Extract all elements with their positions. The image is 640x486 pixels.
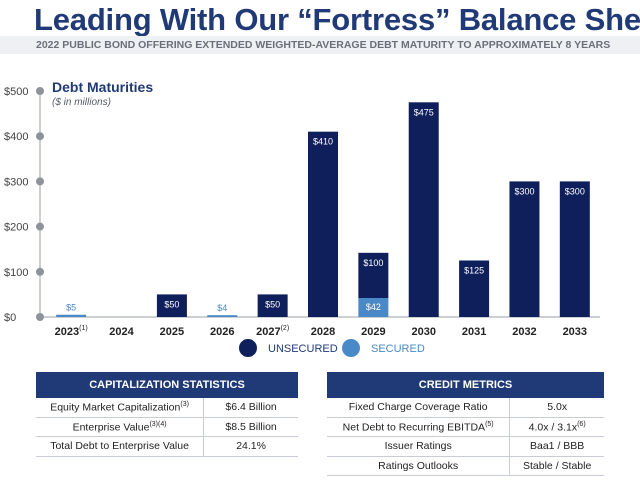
bar-secured-2029 <box>358 298 389 317</box>
y-tick-label: $500 <box>4 86 28 98</box>
x-tick-label-2025: 2025 <box>160 326 184 338</box>
credit-value-footnote-ref: (6) <box>577 420 586 428</box>
capitalization-value-text: $6.4 Billion <box>225 401 277 414</box>
capitalization-table: CAPITALIZATION STATISTICS Equity Market … <box>36 372 298 457</box>
credit-value-text: 4.0x / 3.1x <box>528 421 578 433</box>
y-tick-dot <box>36 267 44 276</box>
bar-secured-2023 <box>56 314 87 317</box>
y-tick-label: $200 <box>4 222 28 234</box>
x-tick-label-2029: 2029 <box>361 326 385 338</box>
credit-metrics-table: CREDIT METRICS Fixed Charge Coverage Rat… <box>327 372 604 476</box>
x-tick-superscript: (2) <box>281 325 290 332</box>
credit-label-text: Fixed Charge Coverage Ratio <box>348 401 488 414</box>
credit-row-value: 4.0x / 3.1x(6) <box>509 417 604 437</box>
credit-row: Net Debt to Recurring EBITDA(5) 4.0x / 3.… <box>327 417 604 437</box>
x-tick-label-2030: 2030 <box>411 326 435 338</box>
credit-value-text: 5.0x <box>547 401 568 414</box>
capitalization-row: Total Debt to Enterprise Value 24.1% <box>36 436 298 457</box>
data-label-unsecured-2027: $50 <box>265 299 280 309</box>
y-tick-dot <box>36 313 44 321</box>
page-subtitle: 2022 PUBLIC BOND OFFERING EXTENDED WEIGH… <box>0 36 640 54</box>
x-tick-label-2028: 2028 <box>311 326 335 338</box>
y-tick-label: $300 <box>4 176 28 188</box>
capitalization-value-text: 24.1% <box>236 440 266 453</box>
bar-unsecured-2029 <box>358 252 389 299</box>
x-tick-label-2031: 2031 <box>462 326 486 338</box>
data-label-unsecured-2029: $100 <box>363 258 383 268</box>
x-tick-label-2026: 2026 <box>210 326 234 338</box>
credit-value-text: Baa1 / BBB <box>530 440 585 453</box>
y-tick-label: $100 <box>4 267 28 279</box>
bar-unsecured-2027 <box>257 294 288 317</box>
data-label-unsecured-2030: $475 <box>414 107 434 117</box>
credit-row-label: Fixed Charge Coverage Ratio <box>327 398 511 418</box>
credit-footnote-ref: (5) <box>485 420 494 428</box>
bar-secured-2026 <box>207 315 238 317</box>
data-label-unsecured-2031: $125 <box>464 266 484 276</box>
credit-title: CREDIT METRICS <box>327 372 604 398</box>
bar-unsecured-2028 <box>308 131 338 317</box>
data-label-unsecured-2032: $300 <box>514 186 534 196</box>
credit-label-text: Issuer Ratings <box>384 440 452 453</box>
capitalization-row: Enterprise Value(3)(4) $8.5 Billion <box>36 417 298 437</box>
credit-row-value: 5.0x <box>509 398 604 418</box>
capitalization-row-label: Enterprise Value(3)(4) <box>36 417 205 437</box>
credit-row: Issuer Ratings Baa1 / BBB <box>327 436 604 457</box>
y-tick-dot <box>36 177 44 186</box>
bar-unsecured-2031 <box>459 260 490 317</box>
capitalization-row-value: $6.4 Billion <box>203 398 298 418</box>
page-title: Leading With Our “Fortress” Balance Shee… <box>34 2 640 37</box>
bar-unsecured-2025 <box>156 294 187 317</box>
data-label-unsecured-2033: $300 <box>565 186 585 196</box>
bar-unsecured-2033 <box>559 181 590 317</box>
capitalization-row-label: Total Debt to Enterprise Value <box>36 436 205 457</box>
y-tick-dot <box>36 132 44 141</box>
credit-label-text: Ratings Outlooks <box>378 459 459 472</box>
capitalization-row-value: $8.5 Billion <box>203 417 298 437</box>
legend-label-secured: SECURED <box>371 343 425 355</box>
credit-label-text: Net Debt to Recurring EBITDA <box>342 421 486 433</box>
x-tick-label-2032: 2032 <box>512 326 536 338</box>
legend-label-unsecured: UNSECURED <box>268 343 338 355</box>
legend-swatch-secured <box>342 339 360 357</box>
data-label-unsecured-2028: $410 <box>313 137 333 147</box>
credit-row-value: Stable / Stable <box>509 456 604 476</box>
data-label-secured-2023: $5 <box>66 303 76 313</box>
capitalization-label-text: Equity Market Capitalization <box>50 401 181 414</box>
x-tick-superscript: (1) <box>79 325 88 332</box>
chart-title: Debt Maturities <box>52 79 153 95</box>
credit-row-value: Baa1 / BBB <box>509 436 604 457</box>
x-tick-label-2027: 2027(2) <box>256 325 289 338</box>
y-tick-label: $400 <box>4 131 28 143</box>
credit-row-label: Net Debt to Recurring EBITDA(5) <box>327 417 511 437</box>
credit-row: Ratings Outlooks Stable / Stable <box>327 456 604 476</box>
data-label-secured-2026: $4 <box>217 303 227 313</box>
chart-subtitle: ($ in millions) <box>52 97 111 108</box>
credit-value-text: Stable / Stable <box>523 459 592 472</box>
capitalization-value-text: $8.5 Billion <box>225 420 277 433</box>
debt-maturities-chart: Debt Maturities ($ in millions) $0 $100 $200… <box>4 79 600 357</box>
credit-row-label: Ratings Outlooks <box>327 456 511 476</box>
data-label-secured-2029: $42 <box>366 302 381 312</box>
data-label-unsecured-2025: $50 <box>164 299 179 309</box>
bar-unsecured-2030 <box>408 102 439 317</box>
capitalization-row-label: Equity Market Capitalization(3) <box>36 398 205 418</box>
capitalization-label-text: Total Debt to Enterprise Value <box>50 440 189 453</box>
y-tick-dot <box>36 222 44 231</box>
bar-unsecured-2032 <box>509 181 540 317</box>
y-tick-dot <box>36 87 44 95</box>
x-tick-label-2033: 2033 <box>563 326 587 338</box>
legend-swatch-unsecured <box>239 339 257 357</box>
capitalization-row-value: 24.1% <box>203 436 298 457</box>
capitalization-footnote-ref: (3)(4) <box>149 420 167 428</box>
capitalization-label-text: Enterprise Value <box>72 421 150 433</box>
credit-row-label: Issuer Ratings <box>327 436 511 457</box>
capitalization-row: Equity Market Capitalization(3) $6.4 Bill… <box>36 398 298 418</box>
capitalization-footnote-ref: (3) <box>180 401 189 408</box>
x-tick-label-2024: 2024 <box>109 326 134 338</box>
credit-row: Fixed Charge Coverage Ratio 5.0x <box>327 398 604 418</box>
y-tick-label: $0 <box>4 312 16 324</box>
capitalization-title: CAPITALIZATION STATISTICS <box>36 372 298 398</box>
x-tick-label-2023: 2023(1) <box>55 325 88 338</box>
